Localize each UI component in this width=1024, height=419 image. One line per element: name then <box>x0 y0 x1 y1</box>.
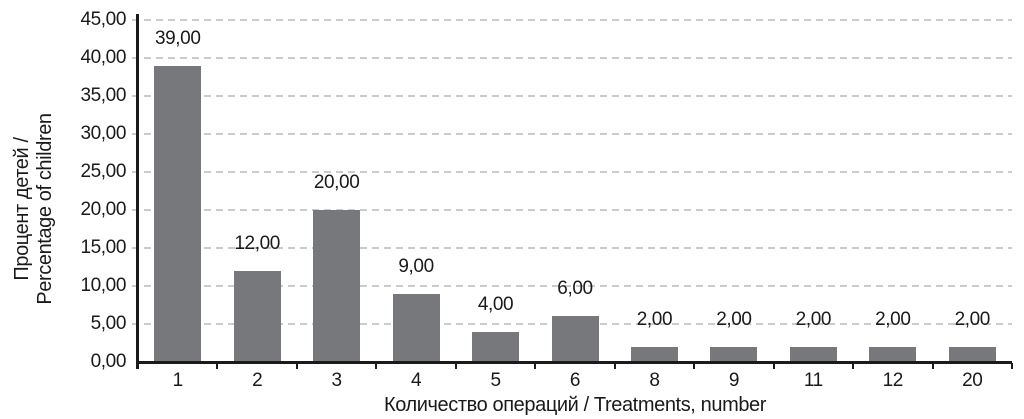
x-axis-title: Количество операций / Treatments, number <box>383 394 767 416</box>
bar-value-label: 2,00 <box>636 308 673 330</box>
x-axis-tick <box>613 363 616 369</box>
bar-value-label: 20,00 <box>313 172 360 193</box>
bar-value-label: 2,00 <box>795 308 832 330</box>
bar-value-label: 2,00 <box>875 308 911 330</box>
bar <box>551 316 599 362</box>
x-tick-label: 1 <box>172 370 184 391</box>
bar <box>869 346 917 362</box>
bar <box>789 346 837 362</box>
x-axis-tick <box>454 363 457 369</box>
x-axis-tick <box>772 363 775 369</box>
gridline <box>132 285 1012 287</box>
bar <box>472 331 520 362</box>
x-axis-tick <box>534 363 537 369</box>
y-tick-label: 0,00 <box>90 351 127 372</box>
x-tick-label: 5 <box>490 370 501 391</box>
y-tick-label: 30,00 <box>80 123 126 144</box>
y-tick-label: 35,00 <box>80 85 126 106</box>
x-axis-tick <box>295 363 298 369</box>
x-tick-label: 4 <box>410 370 422 391</box>
y-axis-title-line1: Процент детей / <box>11 137 33 281</box>
y-tick-label: 20,00 <box>80 199 126 220</box>
x-tick-label: 9 <box>728 370 740 391</box>
x-tick-label: 12 <box>882 370 904 391</box>
bar <box>392 293 440 362</box>
gridline <box>132 57 1012 59</box>
bar-value-label: 6,00 <box>557 278 593 300</box>
bar <box>948 346 996 362</box>
gridline <box>132 19 1012 21</box>
y-tick-label: 5,00 <box>90 313 127 334</box>
x-axis-tick <box>1011 363 1013 369</box>
y-axis <box>136 14 139 369</box>
y-tick-label: 40,00 <box>80 47 126 68</box>
gridline <box>132 209 1012 211</box>
gridline <box>132 133 1012 135</box>
x-tick-label: 20 <box>962 370 983 391</box>
y-tick-label: 15,00 <box>80 237 126 258</box>
y-tick-label: 45,00 <box>80 9 126 30</box>
bar <box>630 346 678 362</box>
bar-value-label: 9,00 <box>398 255 434 277</box>
y-tick-label: 25,00 <box>80 161 126 182</box>
x-axis-tick <box>931 363 934 369</box>
x-tick-label: 3 <box>331 370 343 391</box>
x-tick-label: 2 <box>252 370 263 391</box>
x-axis <box>136 361 1012 364</box>
x-tick-label: 11 <box>803 370 823 391</box>
bar-value-label: 2,00 <box>716 308 752 330</box>
gridline <box>132 95 1012 97</box>
x-tick-label: 8 <box>649 370 660 391</box>
y-tick-label: 10,00 <box>80 275 126 296</box>
bar <box>313 210 361 362</box>
bar-value-label: 39,00 <box>154 27 201 49</box>
bar-value-label: 12,00 <box>234 232 280 254</box>
bar <box>233 270 281 362</box>
bar-value-label: 2,00 <box>954 308 991 330</box>
x-axis-tick <box>693 363 696 369</box>
bar-value-label: 4,00 <box>477 293 514 315</box>
x-tick-label: 6 <box>569 370 581 391</box>
bar <box>154 65 202 362</box>
x-axis-tick <box>375 363 378 369</box>
x-axis-tick <box>852 363 855 369</box>
gridline <box>132 247 1012 249</box>
bar <box>710 346 758 362</box>
gridline <box>132 171 1012 173</box>
x-axis-tick <box>216 363 219 369</box>
